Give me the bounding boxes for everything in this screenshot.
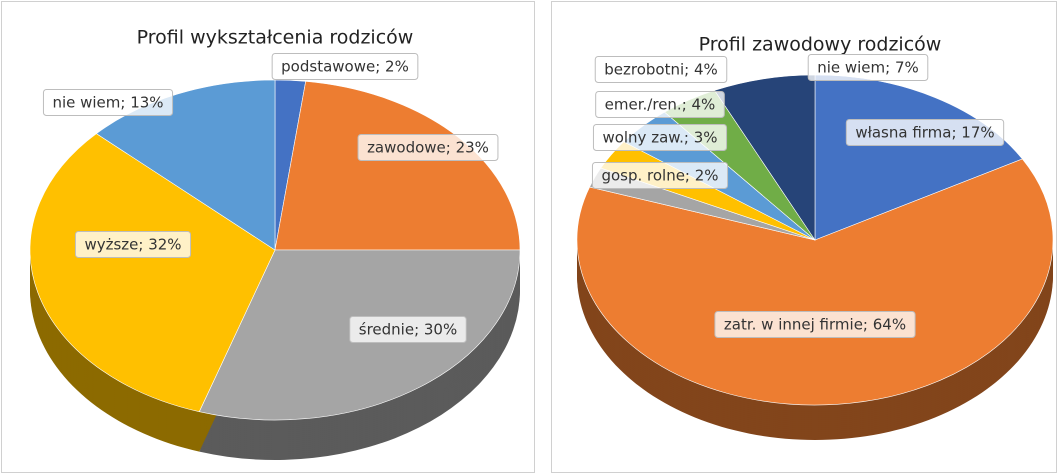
- data-label: średnie; 30%: [359, 321, 457, 339]
- data-label: wolny zaw.; 3%: [602, 129, 717, 147]
- chart-title: Profil zawodowy rodziców: [699, 34, 942, 56]
- data-label: zawodowe; 23%: [367, 139, 489, 157]
- data-label-box: [595, 91, 725, 118]
- data-label: nie wiem; 7%: [817, 59, 919, 77]
- data-label: bezrobotni; 4%: [604, 61, 718, 79]
- data-label: podstawowe; 2%: [281, 58, 409, 76]
- data-label-box: [807, 54, 929, 81]
- data-label-box: [592, 124, 728, 151]
- data-label: zatr. w innej firmie; 64%: [724, 316, 906, 334]
- data-label-box: [74, 231, 192, 258]
- slice: [29, 133, 276, 413]
- data-label-box: [349, 316, 467, 343]
- data-label-box: [845, 119, 1005, 146]
- data-label-box: [271, 53, 419, 80]
- data-label-box: [357, 134, 499, 161]
- data-label: emer./ren.; 4%: [605, 96, 716, 114]
- data-label: gosp. rolne; 2%: [601, 167, 718, 185]
- data-label-box: [714, 311, 916, 338]
- data-label-box: [42, 89, 174, 116]
- data-label-box: [591, 162, 729, 189]
- data-label: nie wiem; 13%: [52, 94, 163, 112]
- chart-title: Profil wykształcenia rodziców: [137, 27, 414, 49]
- data-label: wyższe; 32%: [84, 236, 181, 254]
- slice: [576, 158, 1054, 406]
- data-label-box: [594, 56, 728, 83]
- slice: [95, 79, 276, 251]
- data-label: własna firma; 17%: [855, 124, 994, 142]
